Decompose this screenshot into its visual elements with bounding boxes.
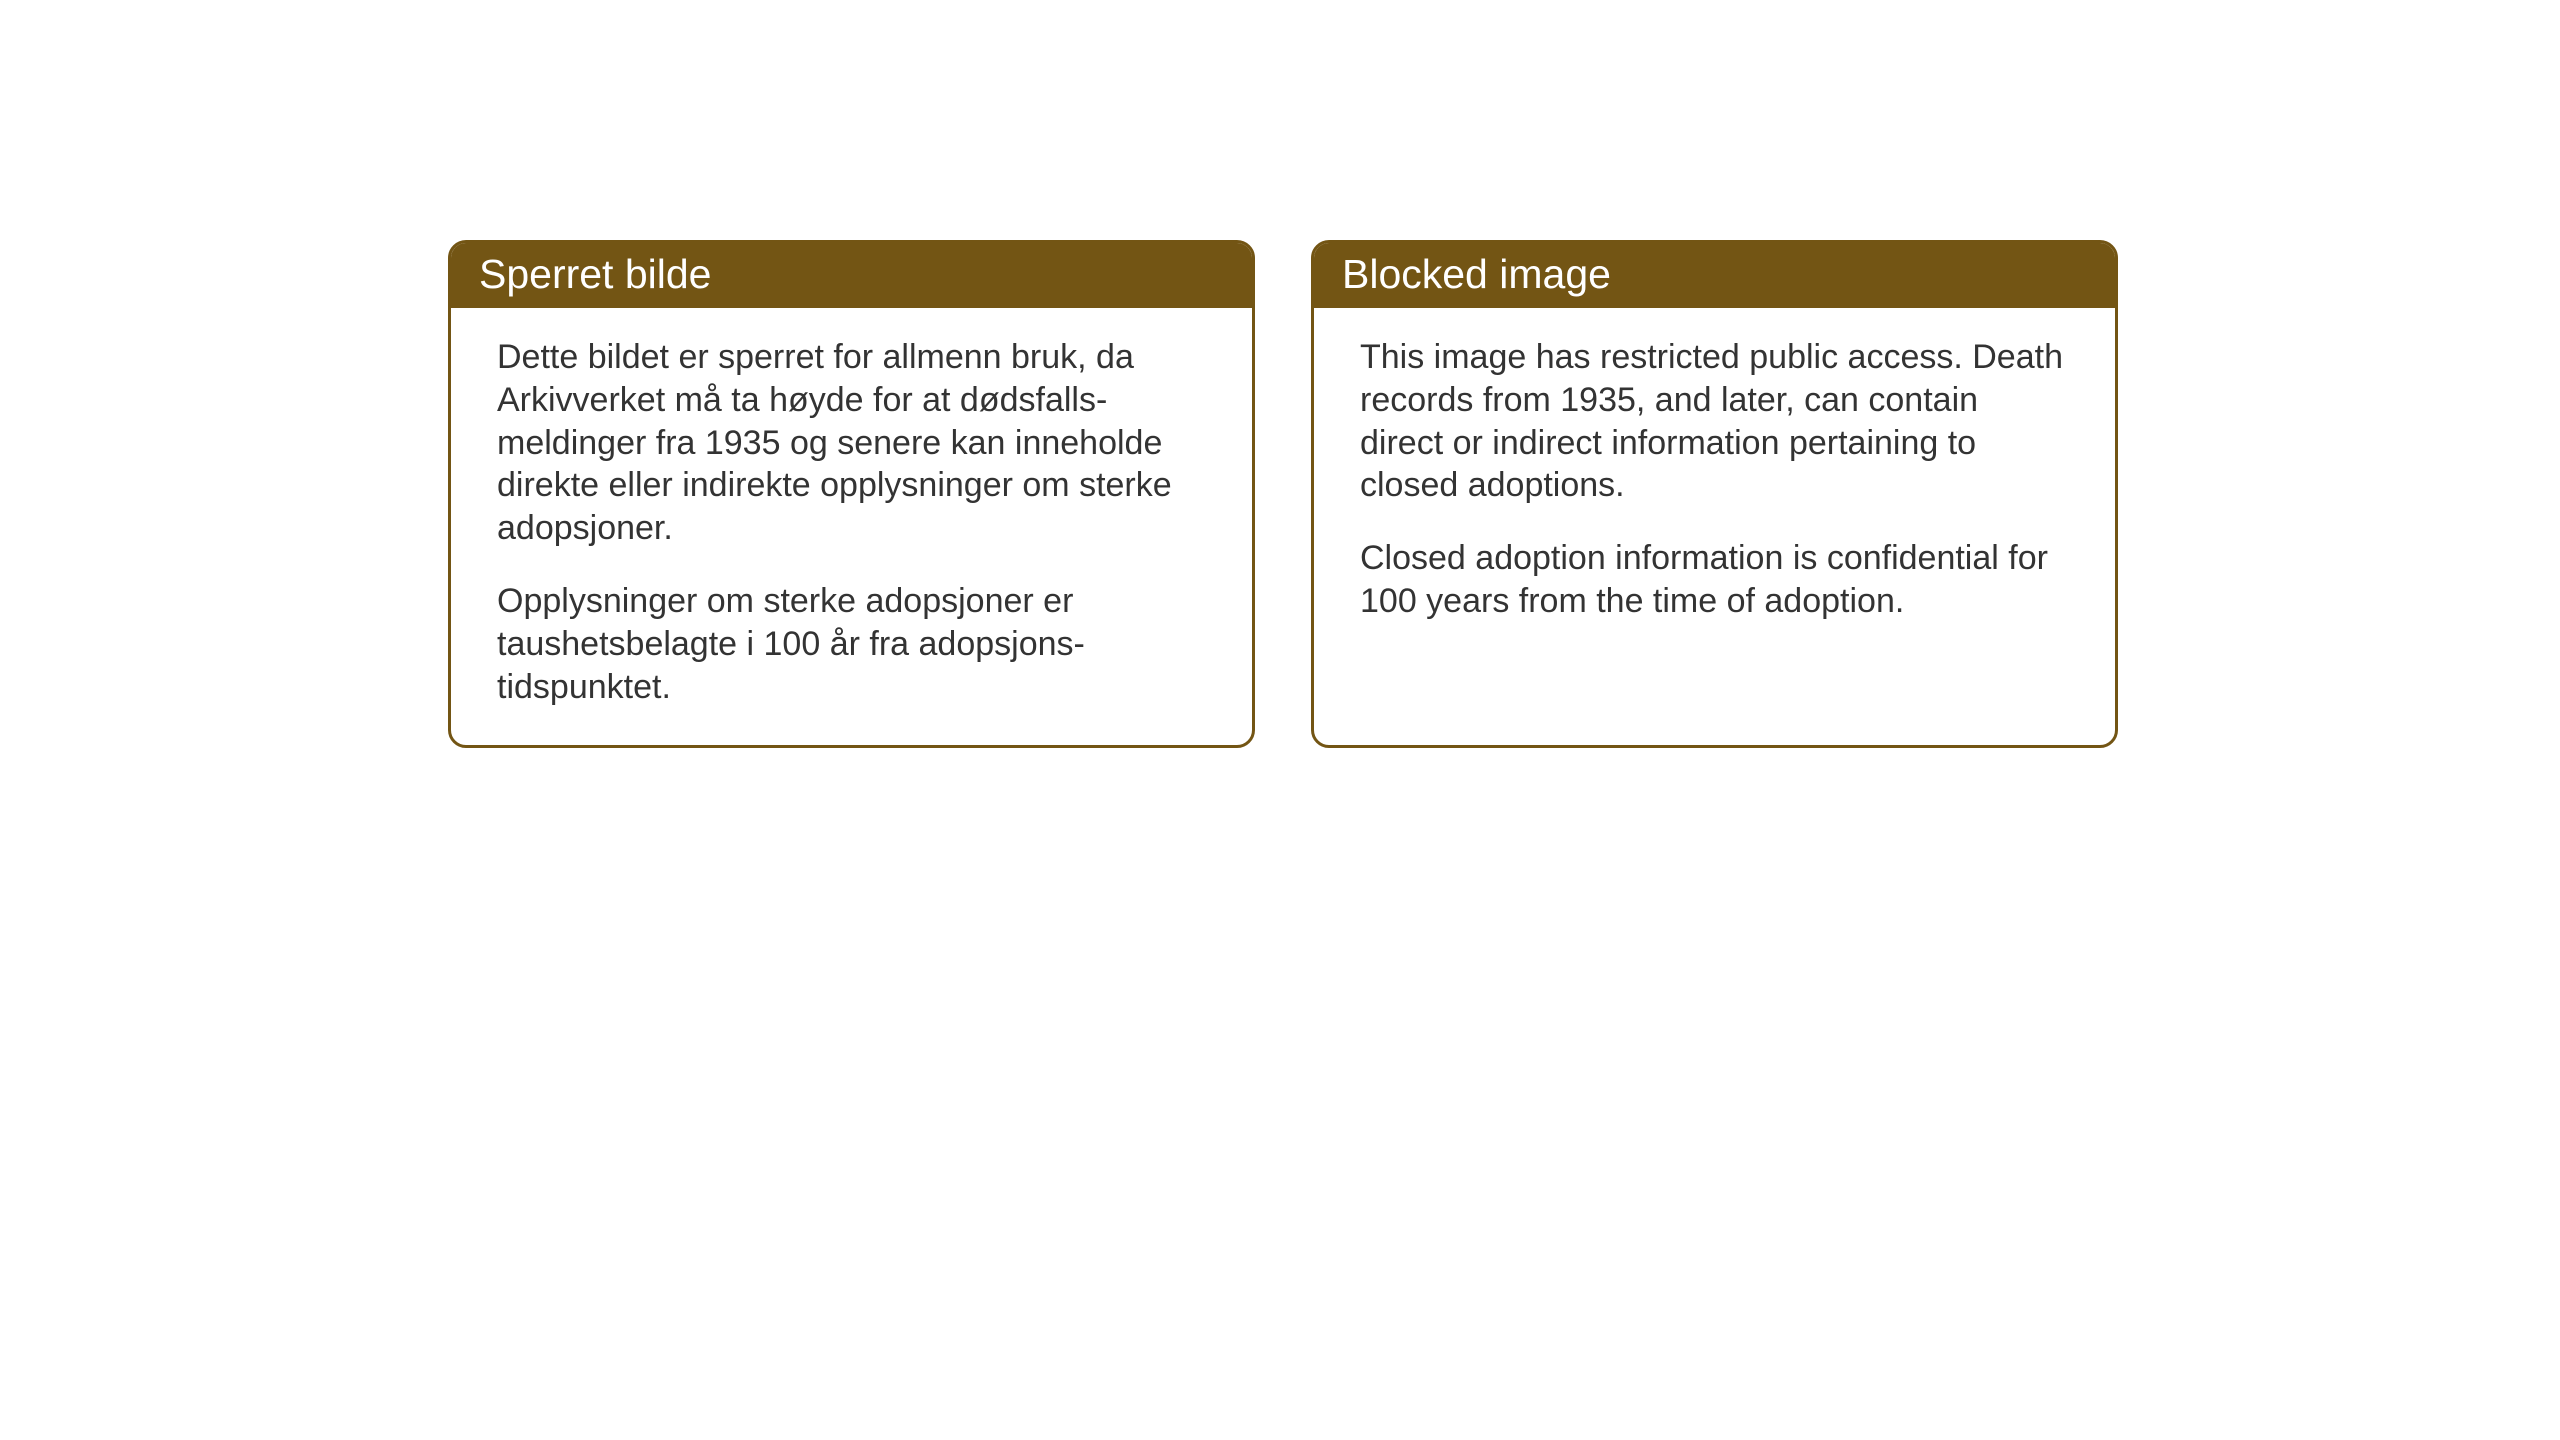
notice-body-english: This image has restricted public access.… — [1314, 308, 2115, 659]
notice-paragraph-1-english: This image has restricted public access.… — [1360, 336, 2069, 507]
notice-paragraph-2-english: Closed adoption information is confident… — [1360, 537, 2069, 623]
notice-container: Sperret bilde Dette bildet er sperret fo… — [448, 240, 2118, 748]
notice-paragraph-2-norwegian: Opplysninger om sterke adopsjoner er tau… — [497, 580, 1206, 708]
notice-box-norwegian: Sperret bilde Dette bildet er sperret fo… — [448, 240, 1255, 748]
notice-box-english: Blocked image This image has restricted … — [1311, 240, 2118, 748]
notice-paragraph-1-norwegian: Dette bildet er sperret for allmenn bruk… — [497, 336, 1206, 550]
notice-title-norwegian: Sperret bilde — [451, 243, 1252, 308]
notice-title-english: Blocked image — [1314, 243, 2115, 308]
notice-body-norwegian: Dette bildet er sperret for allmenn bruk… — [451, 308, 1252, 745]
